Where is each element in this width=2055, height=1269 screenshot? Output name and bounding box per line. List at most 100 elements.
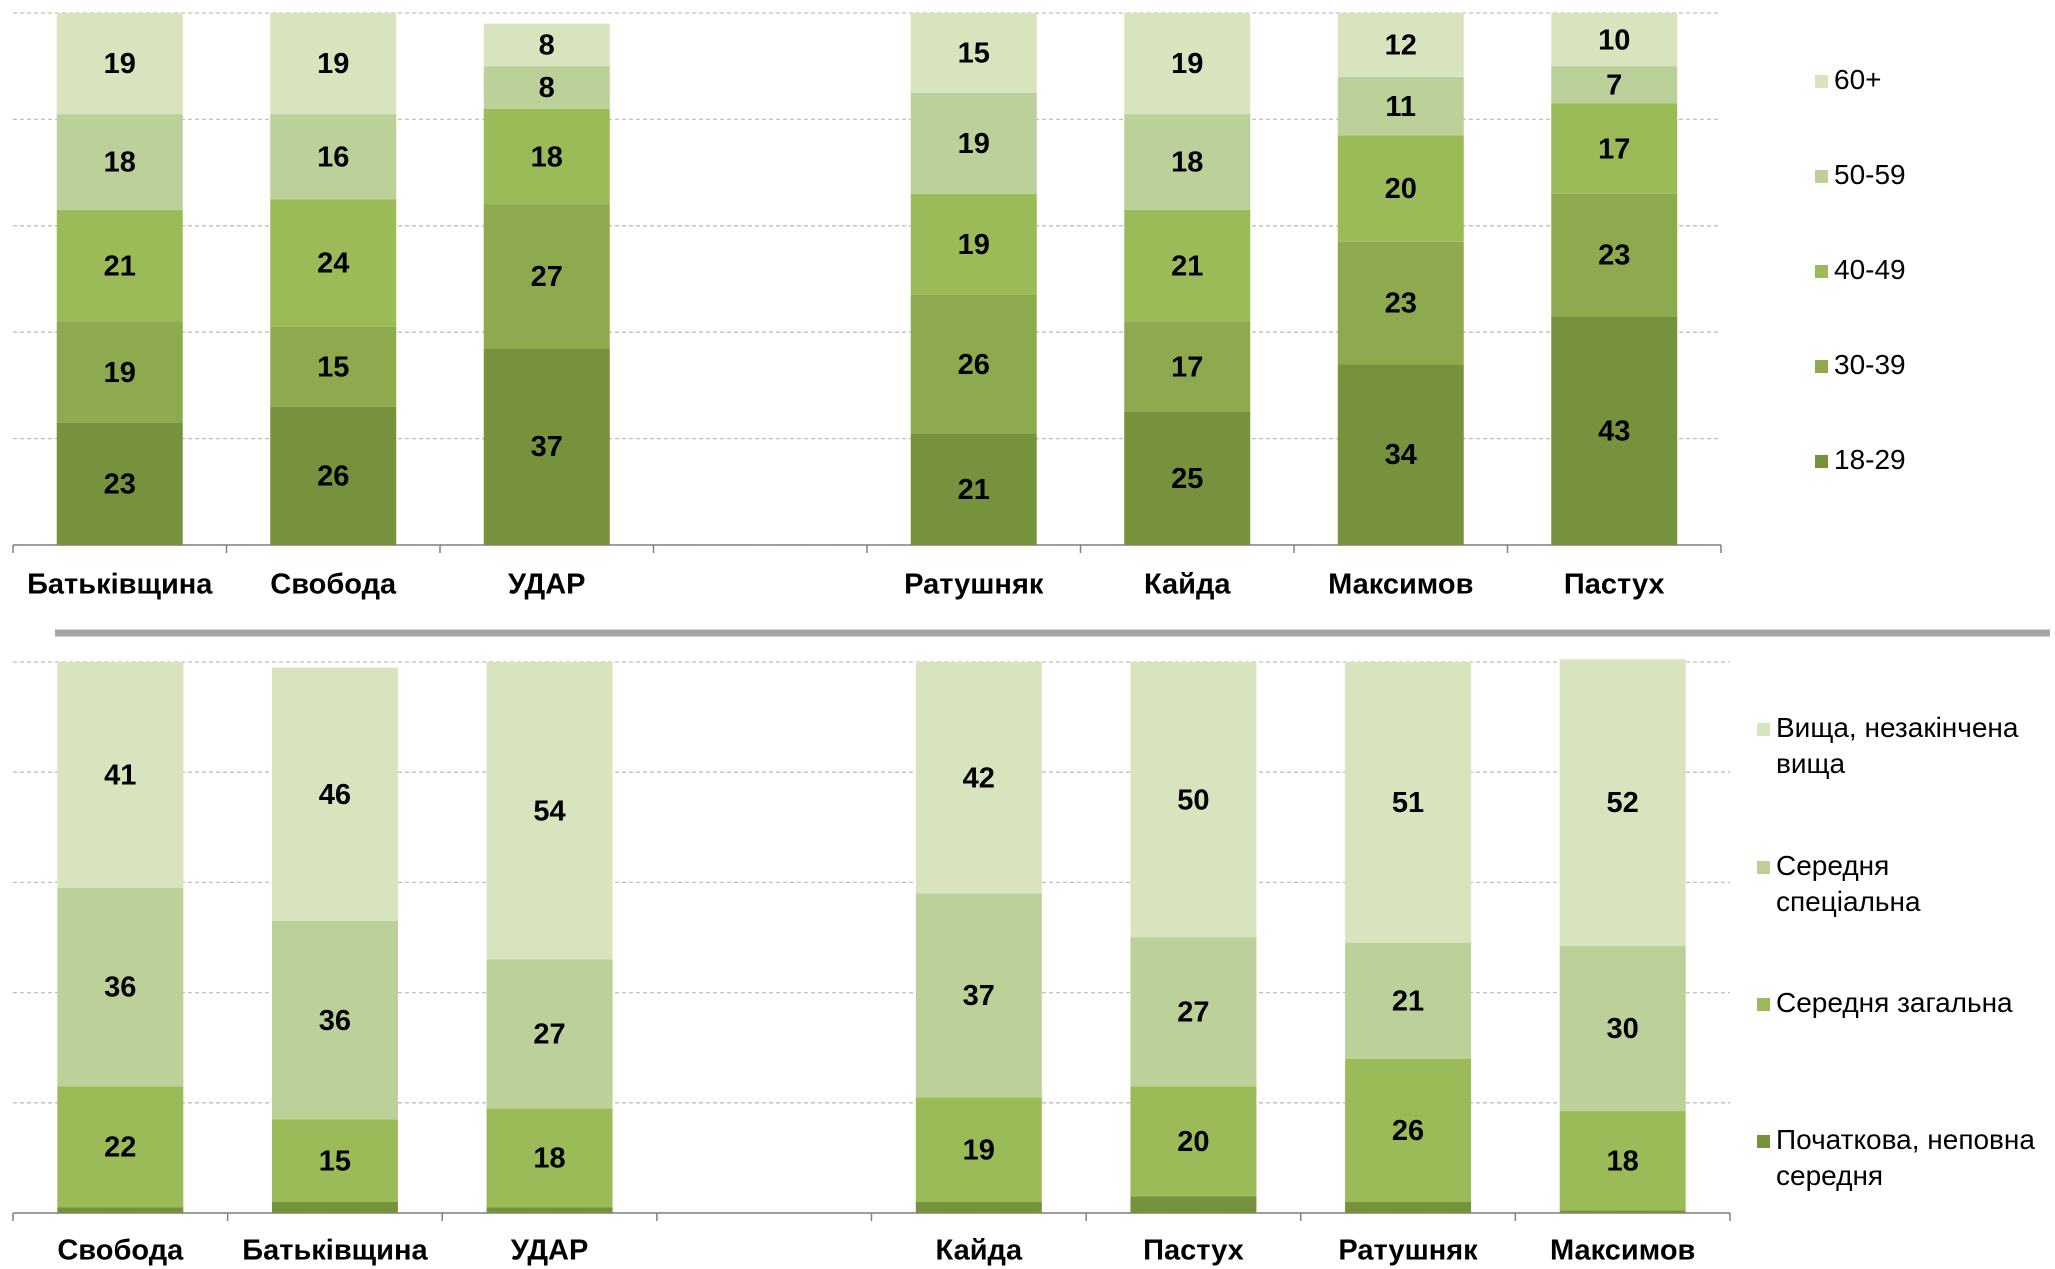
data-label: 27 [1177,997,1209,1029]
data-label: 23 [1385,288,1417,320]
bar-segment [1130,662,1257,938]
bar-segment [483,108,610,205]
legend-item: Вища, незакінчена вища [1757,710,2038,782]
bar-segment [270,326,397,407]
legend-swatch [1757,723,1770,736]
x-tick-label: УДАР [511,1235,589,1267]
bar-segment [1551,13,1678,67]
legend-item: 50-59 [1815,157,2055,193]
data-label: 10 [1598,24,1630,56]
data-label: 21 [958,474,990,506]
legend-label: 40-49 [1834,254,1906,285]
legend-swatch [1815,360,1828,373]
legend-label: 60+ [1834,64,1882,95]
bar-segment [1551,193,1678,317]
data-label: 19 [958,229,990,261]
data-label: 50 [1177,784,1209,816]
data-label: 23 [104,468,136,500]
bar-segment [271,920,398,1120]
bar-segment [56,422,183,545]
x-tick-label: Пастух [1564,569,1665,601]
data-label: 18 [531,141,563,173]
x-tick-label: Батьківщина [27,569,213,601]
data-label: 19 [958,128,990,160]
bar-segment [1124,114,1251,210]
data-label: 12 [1385,30,1417,62]
x-tick-label: Ратушняк [904,569,1044,601]
bar-segment [910,13,1037,93]
bar-segment [1124,321,1251,412]
bar-segment [1559,1210,1686,1213]
data-label: 36 [104,972,136,1004]
data-label: 11 [1385,91,1416,123]
legend-item: Середня загальна [1757,985,2038,1021]
bar-segment [57,662,184,888]
bar-segment [915,662,1042,894]
data-label: 26 [958,349,990,381]
data-label: 37 [531,431,563,463]
bar-segment [1559,945,1686,1112]
data-label: 41 [104,760,136,792]
bar-segment [483,204,610,349]
bar-segment [910,92,1037,194]
data-label: 17 [1171,351,1203,383]
data-label: 42 [963,762,995,794]
legend-swatch [1757,1135,1770,1148]
legend-label: Середня спеціальна [1776,850,1921,917]
bar-segment [1345,1058,1472,1202]
x-tick-label: Кайда [1144,569,1231,601]
legend-item: Середня спеціальна [1757,848,2038,920]
data-label: 43 [1598,415,1630,447]
bar-segment [1345,662,1472,944]
bar-segment [1337,241,1464,365]
bar-segment [57,1086,184,1208]
bar-segment [910,294,1037,434]
bar-segment [486,959,613,1109]
data-label: 22 [104,1132,136,1164]
bar-segment [56,321,183,423]
bar-segment [1130,1086,1257,1197]
legend-item: Початкова, неповна середня [1757,1122,2038,1194]
data-label: 26 [317,460,349,492]
bar-segment [1559,1111,1686,1211]
legend-label: Початкова, неповна середня [1776,1124,2035,1191]
x-tick-label: Кайда [936,1235,1023,1267]
legend-swatch [1815,75,1828,88]
legend-label: Вища, незакінчена вища [1776,712,2019,779]
bar-segment [1124,209,1251,322]
bar-segment [1551,66,1678,104]
data-label: 26 [1392,1115,1424,1147]
data-label: 27 [533,1019,565,1051]
x-tick-label: Свобода [270,569,397,601]
data-label: 25 [1171,463,1203,495]
data-label: 18 [104,147,136,179]
legend-swatch [1757,861,1770,874]
data-label: 19 [104,357,136,389]
data-label: 19 [1171,48,1203,80]
bar-segment [483,66,610,109]
bar-segment [910,193,1037,295]
data-label: 15 [958,38,990,70]
bar-segment [486,662,613,960]
bar-segment [486,1207,613,1213]
x-tick-label: Максимов [1328,569,1473,601]
data-label: 36 [319,1005,351,1037]
data-label: 7 [1606,69,1622,101]
data-label: 17 [1598,133,1630,165]
legend-item: 60+ [1815,62,2055,98]
bar-segment [1559,659,1686,946]
x-tick-label: Свобода [57,1235,184,1267]
legend-swatch [1757,998,1770,1011]
data-label: 52 [1607,787,1639,819]
bar-segment [1130,1196,1257,1213]
data-label: 30 [1607,1013,1639,1045]
bar-segment [56,209,183,322]
data-label: 8 [539,72,555,104]
legend-item: 30-39 [1815,347,2055,383]
data-label: 46 [319,779,351,811]
data-label: 8 [539,30,555,62]
legend-item: 18-29 [1815,442,2055,478]
data-label: 51 [1392,787,1424,819]
data-label: 20 [1177,1126,1209,1158]
